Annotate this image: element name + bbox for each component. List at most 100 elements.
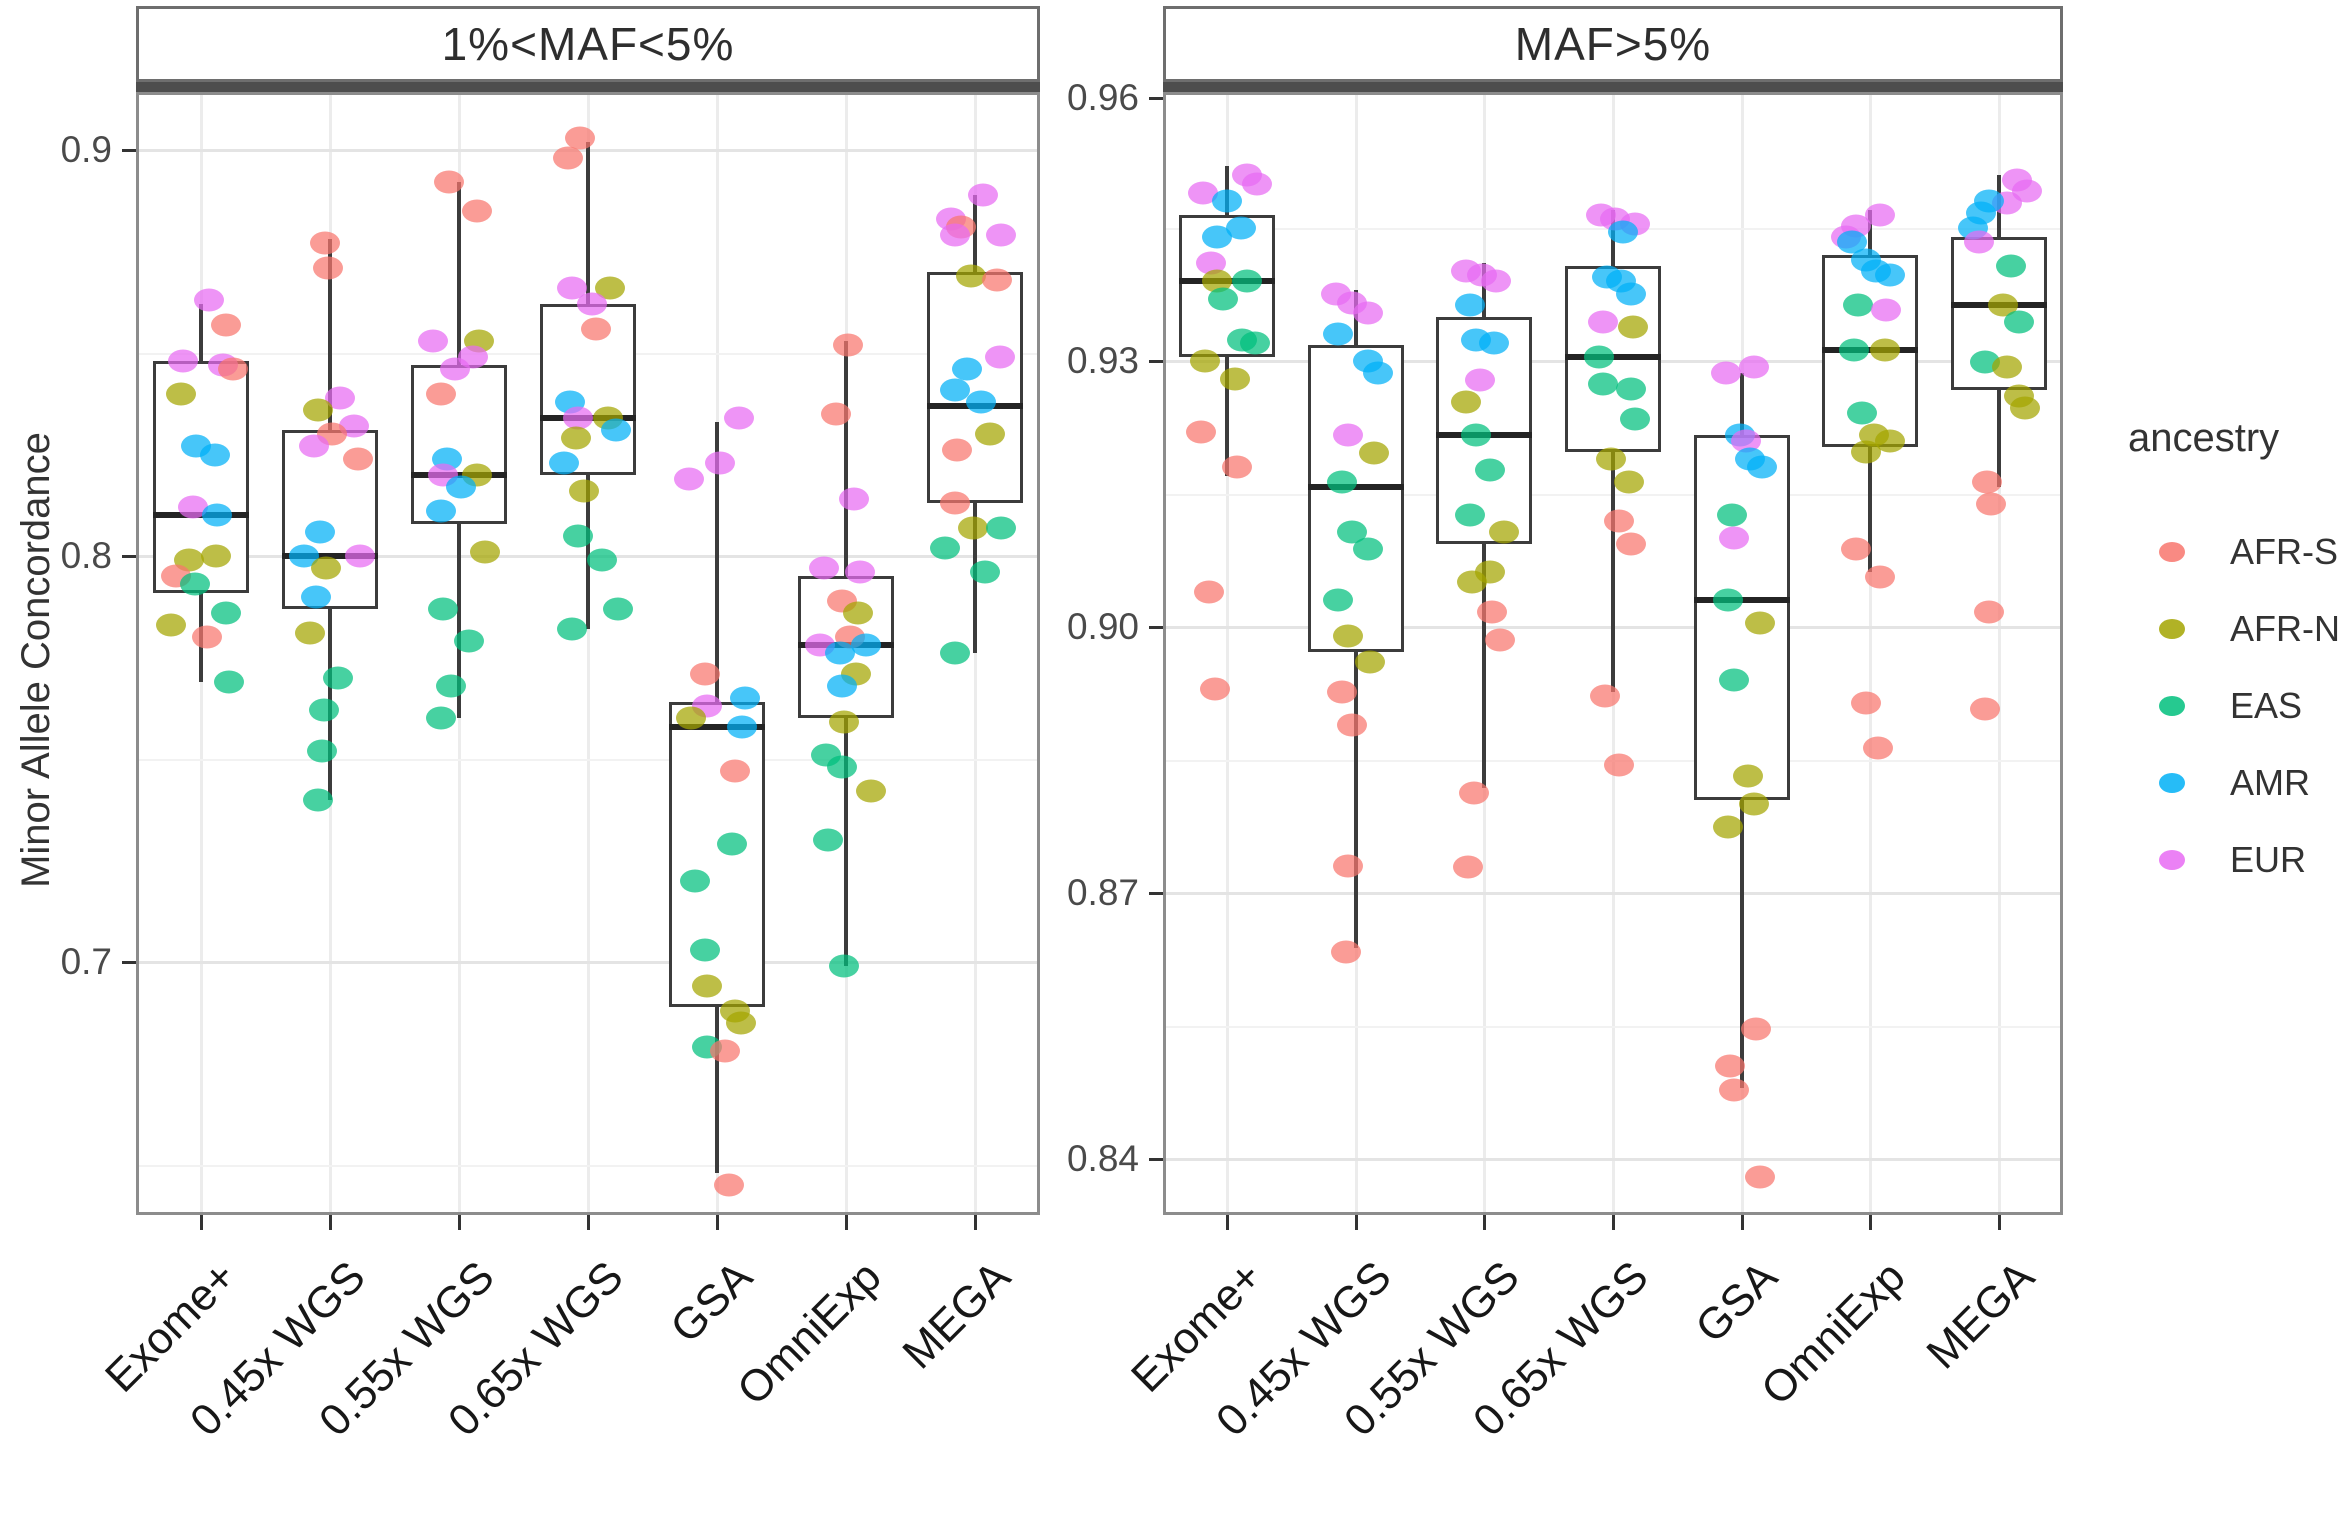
data-point-AFR-S xyxy=(821,402,852,426)
data-point-AFR-N xyxy=(294,621,325,645)
data-point-AFR-S xyxy=(425,382,456,406)
legend-label: AFR-N xyxy=(2230,608,2340,649)
x-gridline xyxy=(1869,92,1873,1215)
boxplot-median xyxy=(669,723,766,730)
y-tick-label: 0.8 xyxy=(60,535,112,576)
data-point-EUR xyxy=(563,406,593,430)
data-point-EUR xyxy=(1710,361,1741,385)
data-point-AMR xyxy=(1837,230,1868,254)
data-point-AMR xyxy=(851,633,882,657)
x-axis-tick xyxy=(1354,1215,1358,1230)
data-point-AFR-N xyxy=(1457,570,1488,594)
x-axis-tick xyxy=(1483,1215,1487,1230)
boxplot-median xyxy=(410,471,507,478)
data-point-AFR-S xyxy=(191,625,222,649)
boxplot-median xyxy=(281,553,378,559)
data-point-AFR-S xyxy=(1477,600,1508,624)
data-point-AFR-S xyxy=(1604,509,1634,533)
data-point-AFR-S xyxy=(1459,781,1490,805)
data-point-AFR-S xyxy=(1332,854,1363,878)
data-point-AMR xyxy=(827,674,858,698)
data-point-AFR-N xyxy=(1744,611,1775,635)
data-point-AFR-S xyxy=(1222,455,1253,479)
facet-title: 1%<MAF<5% xyxy=(441,18,735,70)
data-point-AFR-N xyxy=(1732,764,1763,788)
x-axis-tick xyxy=(974,1215,978,1230)
data-point-AMR xyxy=(425,499,456,523)
legend-title: ancestry xyxy=(2128,416,2280,460)
data-point-EUR xyxy=(1352,301,1383,325)
data-point-AFR-N xyxy=(1987,293,2018,317)
data-point-AFR-S xyxy=(1485,628,1516,652)
legend-key-EUR xyxy=(2159,850,2185,870)
data-point-AMR xyxy=(1455,293,1486,317)
data-point-EAS xyxy=(1208,287,1239,311)
legend-label: AMR xyxy=(2230,762,2310,803)
x-axis-tick xyxy=(1740,1215,1744,1230)
legend-key-AFR-S xyxy=(2159,542,2185,562)
y-axis-tick xyxy=(122,149,136,152)
data-point-AMR xyxy=(304,520,335,544)
data-point-EUR xyxy=(324,386,355,410)
data-point-AFR-S xyxy=(1718,1078,1749,1102)
data-point-AFR-N xyxy=(676,706,707,730)
data-point-AFR-N xyxy=(843,601,874,625)
data-point-AFR-N xyxy=(956,264,987,288)
data-point-AMR xyxy=(966,390,997,414)
data-point-AFR-S xyxy=(312,256,343,280)
data-point-EAS xyxy=(1326,470,1357,494)
y-gridline-major xyxy=(1163,1158,2063,1161)
data-point-EAS xyxy=(435,674,466,698)
data-point-AMR xyxy=(300,585,331,609)
data-point-AFR-N xyxy=(1220,367,1251,391)
data-point-AMR xyxy=(199,443,230,466)
data-point-EUR xyxy=(809,556,840,580)
data-point-EAS xyxy=(1616,377,1646,401)
data-point-EUR xyxy=(1718,526,1749,550)
x-gridline xyxy=(1997,92,2001,1215)
data-point-AFR-S xyxy=(690,662,721,686)
y-gridline-major xyxy=(1163,892,2063,895)
legend-key-AFR-N xyxy=(2159,619,2185,639)
data-point-AFR-S xyxy=(942,438,973,462)
legend-key-EAS xyxy=(2159,696,2185,716)
data-point-EUR xyxy=(298,434,329,458)
data-point-EUR xyxy=(724,406,755,430)
data-point-AFR-N xyxy=(1451,390,1482,414)
data-point-AMR xyxy=(1322,322,1353,345)
data-point-EAS xyxy=(210,601,241,625)
data-point-EAS xyxy=(930,536,961,560)
data-point-EUR xyxy=(1588,310,1618,334)
data-point-EAS xyxy=(690,938,721,962)
legend-label: EAS xyxy=(2230,685,2303,726)
y-axis-tick xyxy=(1149,97,1163,100)
data-point-EAS xyxy=(827,755,858,779)
data-point-AMR xyxy=(1746,455,1777,479)
data-point-EAS xyxy=(1461,423,1492,447)
data-point-EAS xyxy=(1352,537,1383,561)
y-tick-label: 0.87 xyxy=(1066,872,1139,913)
y-gridline-minor xyxy=(1163,1026,2063,1028)
data-point-AFR-N xyxy=(1851,440,1882,464)
data-point-EAS xyxy=(680,869,711,893)
data-point-EUR xyxy=(557,276,587,300)
data-point-EAS xyxy=(1716,503,1747,527)
data-point-AFR-N xyxy=(310,556,341,580)
y-axis-tick xyxy=(1149,892,1163,895)
y-tick-label: 0.93 xyxy=(1066,340,1139,381)
data-point-AFR-S xyxy=(982,268,1013,292)
data-point-EAS xyxy=(1995,254,2026,278)
data-point-AFR-N xyxy=(1358,441,1389,465)
data-point-AMR xyxy=(1226,216,1257,240)
data-point-AFR-S xyxy=(581,317,611,341)
x-axis-tick xyxy=(716,1215,720,1230)
data-point-AFR-N xyxy=(958,516,989,540)
data-point-AFR-S xyxy=(553,146,583,170)
data-point-AMR xyxy=(1202,225,1233,249)
x-axis-tick xyxy=(199,1215,203,1230)
data-point-AFR-S xyxy=(1186,420,1217,444)
data-point-AFR-N xyxy=(1190,349,1221,373)
x-axis-tick xyxy=(1226,1215,1230,1230)
data-point-EUR xyxy=(193,288,224,312)
data-point-AFR-S xyxy=(461,199,492,223)
